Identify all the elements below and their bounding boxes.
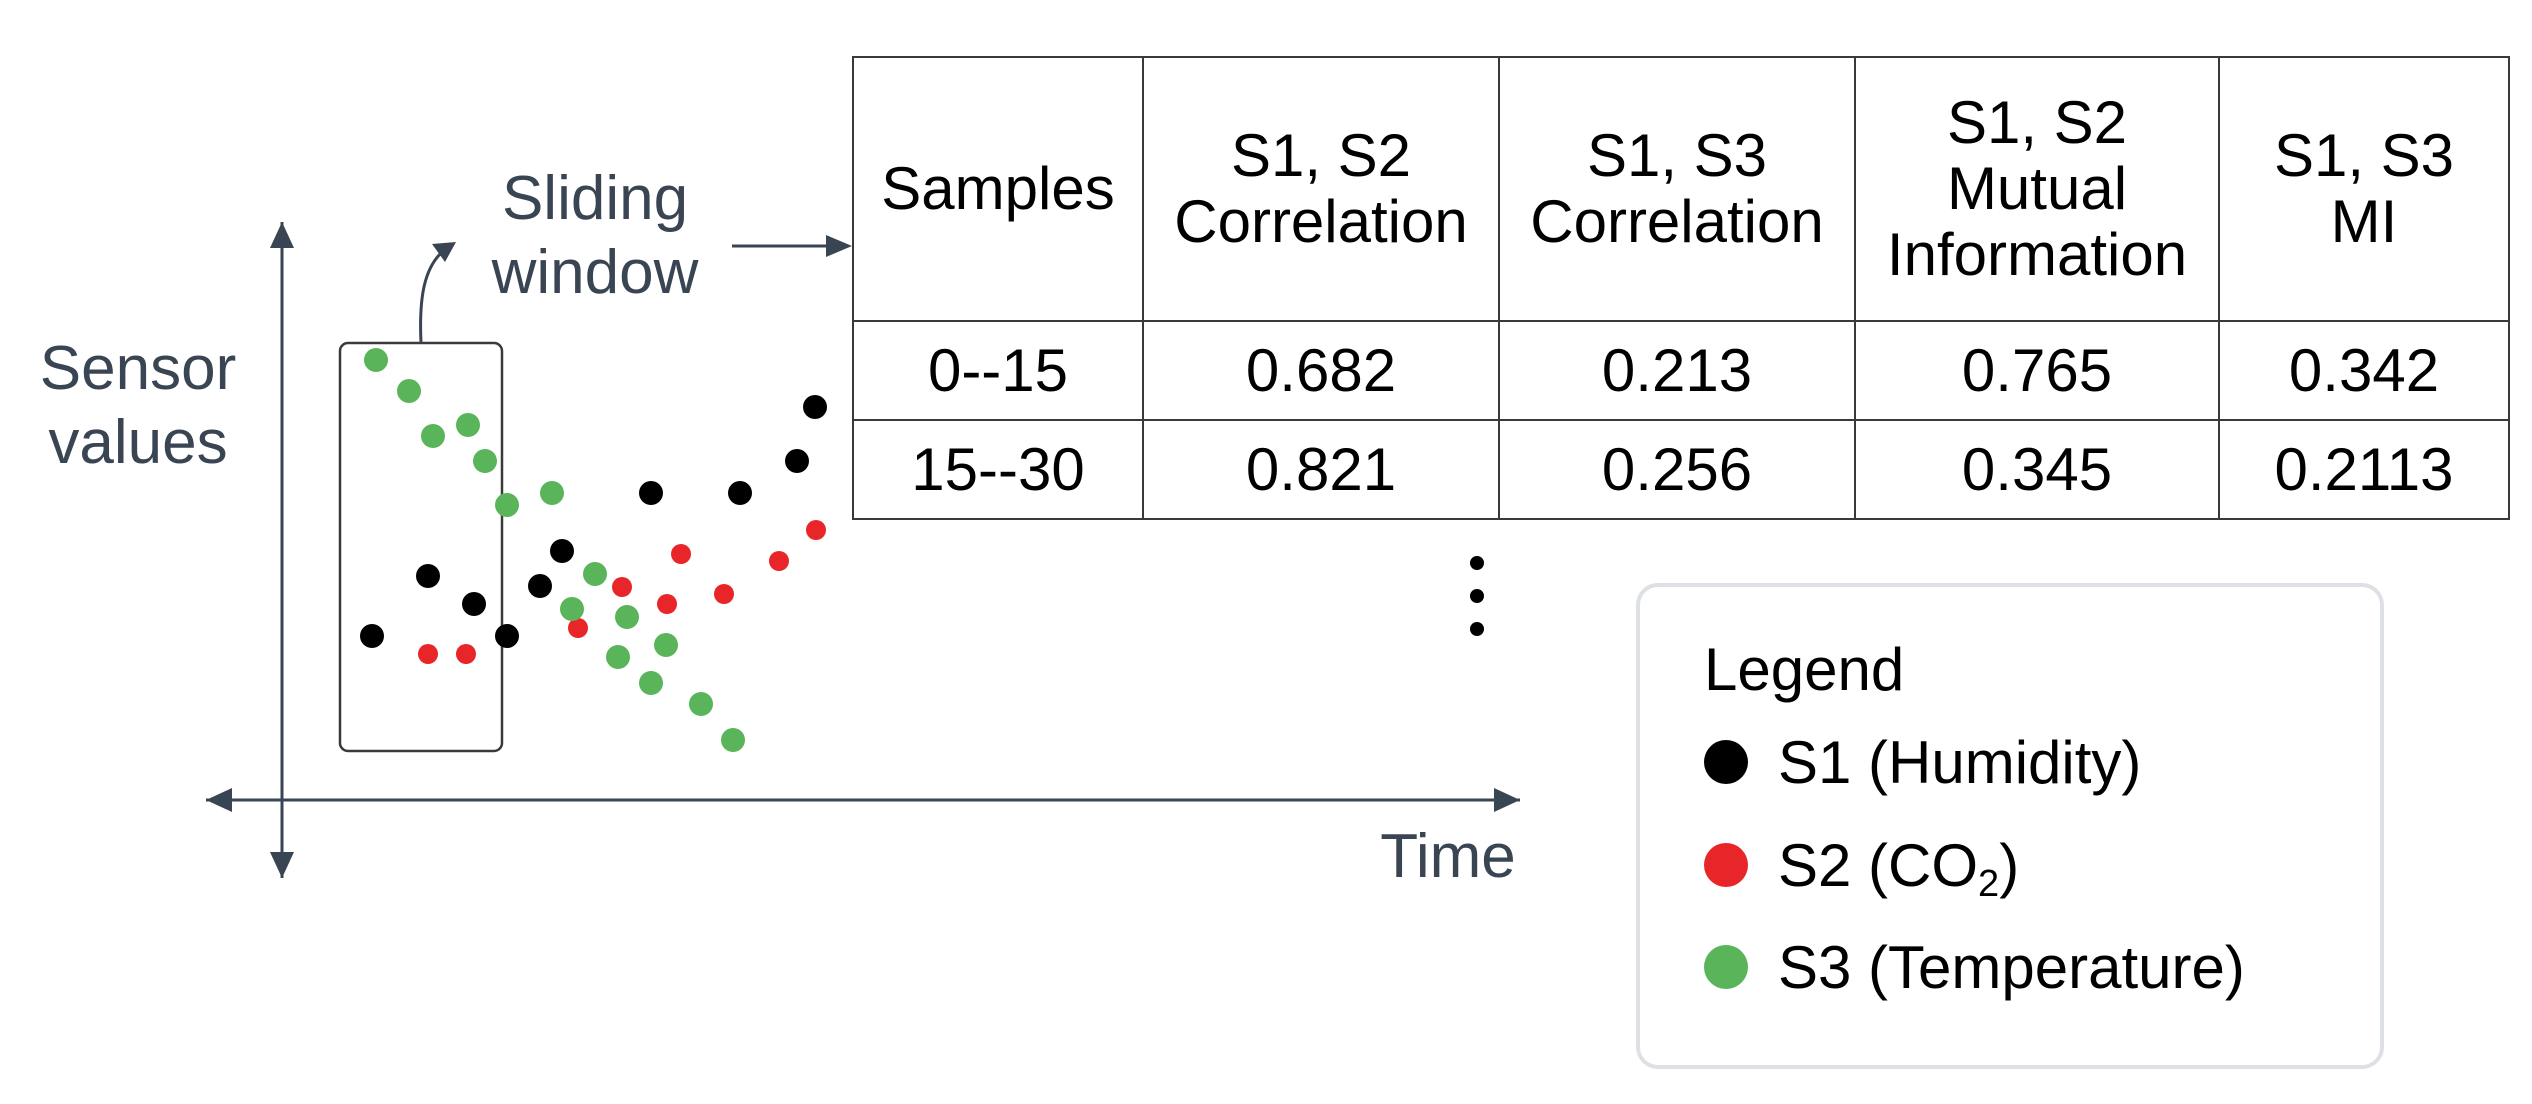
legend-item-s1: S1 (Humidity): [1704, 722, 2141, 802]
sliding-window-arrowhead: [432, 242, 456, 262]
data-point-s3: [615, 605, 639, 629]
data-point-s1: [416, 564, 440, 588]
table-cell: 0.256: [1498, 419, 1856, 520]
data-point-s2: [769, 551, 789, 571]
data-point-s1: [528, 574, 552, 598]
x-axis-arrow-left: [206, 788, 232, 812]
legend-label: S1 (Humidity): [1778, 728, 2142, 796]
data-point-s1: [785, 449, 809, 473]
y-axis-arrow-top: [270, 222, 294, 248]
results-table: Samples S1, S2 Correlation S1, S3 Correlat…: [852, 56, 2510, 520]
table-cell: 0.345: [1854, 419, 2220, 520]
data-point-s2: [456, 644, 476, 664]
ellipsis-dot: [1470, 622, 1484, 636]
y-axis-label: Sensor values: [39, 334, 237, 478]
table-header-cell: S1, S3 MI: [2218, 56, 2510, 322]
data-point-s3: [473, 449, 497, 473]
sliding-window-label: Sliding window: [491, 164, 699, 308]
data-point-s2: [714, 584, 734, 604]
table-cell: 0.765: [1854, 320, 2220, 421]
series-s3-points: [364, 348, 745, 752]
table-cell: 15--30: [852, 419, 1144, 520]
data-point-s3: [540, 481, 564, 505]
data-point-s2: [671, 544, 691, 564]
legend-item-s2: S2 (CO2): [1704, 825, 2019, 905]
series-s1-points: [360, 395, 827, 648]
y-axis-arrow-bottom: [270, 852, 294, 878]
data-point-s1: [462, 592, 486, 616]
series-s2-points: [418, 520, 826, 664]
data-point-s3: [689, 692, 713, 716]
table-cell: 0.821: [1142, 419, 1500, 520]
legend-dot-icon: [1704, 945, 1748, 989]
data-point-s3: [421, 424, 445, 448]
table-row: 0--15 0.682 0.213 0.765 0.342: [852, 320, 2510, 421]
data-point-s3: [606, 645, 630, 669]
data-point-s3: [397, 379, 421, 403]
table-cell: 0.342: [2218, 320, 2510, 421]
legend-label: S3 (Temperature): [1778, 933, 2245, 1001]
table-header-row: Samples S1, S2 Correlation S1, S3 Correlat…: [852, 56, 2510, 322]
sliding-window-arrow: [419, 246, 448, 344]
table-header-cell: Samples: [852, 56, 1144, 322]
data-point-s1: [803, 395, 827, 419]
data-point-s1: [550, 539, 574, 563]
data-point-s2: [418, 644, 438, 664]
data-point-s3: [364, 348, 388, 372]
legend-item-s3: S3 (Temperature): [1704, 927, 2245, 1007]
data-point-s1: [728, 481, 752, 505]
table-header-cell: S1, S2 Mutual Information: [1854, 56, 2220, 322]
table-cell: 0.682: [1142, 320, 1500, 421]
data-point-s2: [568, 618, 588, 638]
data-point-s1: [495, 624, 519, 648]
table-cell: 0.213: [1498, 320, 1856, 421]
table-cell: 0.2113: [2218, 419, 2510, 520]
data-point-s3: [639, 671, 663, 695]
data-point-s2: [612, 577, 632, 597]
table-header-cell: S1, S2 Correlation: [1142, 56, 1500, 322]
data-point-s1: [639, 481, 663, 505]
data-point-s3: [560, 597, 584, 621]
data-point-s3: [495, 493, 519, 517]
legend-dot-icon: [1704, 843, 1748, 887]
data-point-s1: [360, 624, 384, 648]
legend-dot-icon: [1704, 740, 1748, 784]
x-axis-label: Time: [1380, 822, 1516, 891]
data-point-s3: [456, 413, 480, 437]
sliding-window-box: [338, 341, 504, 753]
legend-label: S2 (CO2): [1778, 831, 2020, 905]
data-point-s2: [657, 594, 677, 614]
table-cell: 0--15: [852, 320, 1144, 421]
table-header-cell: S1, S3 Correlation: [1498, 56, 1856, 322]
legend-title: Legend: [1704, 636, 1905, 703]
x-axis-arrow-right: [1494, 788, 1520, 812]
ellipsis-dot: [1470, 589, 1484, 603]
data-point-s2: [806, 520, 826, 540]
ellipsis-dot: [1470, 556, 1484, 570]
legend: Legend S1 (Humidity) S2 (CO2) S3 (Temper…: [1636, 583, 2384, 1069]
label-to-table-arrowhead: [826, 235, 852, 257]
data-point-s3: [583, 562, 607, 586]
data-point-s3: [721, 728, 745, 752]
table-row: 15--30 0.821 0.256 0.345 0.2113: [852, 419, 2510, 520]
data-point-s3: [654, 633, 678, 657]
